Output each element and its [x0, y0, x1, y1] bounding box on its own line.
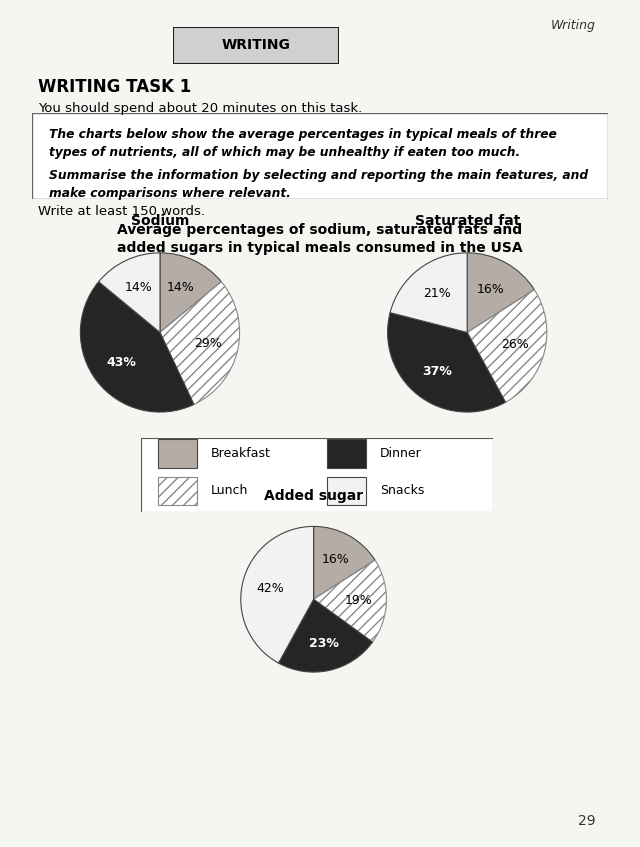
Text: Writing: Writing	[550, 19, 595, 32]
Wedge shape	[160, 282, 239, 405]
Text: 16%: 16%	[477, 283, 505, 296]
FancyBboxPatch shape	[141, 438, 493, 512]
Wedge shape	[390, 252, 467, 333]
Text: 16%: 16%	[321, 553, 349, 566]
Text: 37%: 37%	[422, 365, 452, 378]
Text: You should spend about 20 minutes on this task.: You should spend about 20 minutes on thi…	[38, 102, 363, 114]
Text: 19%: 19%	[345, 595, 372, 607]
FancyBboxPatch shape	[159, 440, 197, 468]
FancyBboxPatch shape	[328, 440, 366, 468]
Text: 29: 29	[577, 814, 595, 828]
Text: 23%: 23%	[308, 637, 339, 650]
Text: 21%: 21%	[423, 287, 451, 300]
Wedge shape	[388, 313, 506, 412]
FancyBboxPatch shape	[173, 27, 339, 64]
Wedge shape	[241, 526, 314, 663]
Text: 43%: 43%	[106, 357, 136, 369]
Text: 14%: 14%	[125, 281, 153, 294]
Title: Added sugar: Added sugar	[264, 489, 363, 503]
Wedge shape	[278, 600, 372, 672]
Text: WRITING: WRITING	[221, 38, 291, 53]
Wedge shape	[160, 252, 221, 333]
Text: Breakfast: Breakfast	[211, 447, 271, 460]
Title: Saturated fat: Saturated fat	[415, 213, 520, 228]
FancyBboxPatch shape	[32, 113, 608, 199]
Text: Dinner: Dinner	[380, 447, 422, 460]
Text: Write at least 150 words.: Write at least 150 words.	[38, 205, 205, 218]
Text: The charts below show the average percentages in typical meals of three
types of: The charts below show the average percen…	[49, 128, 557, 159]
Wedge shape	[467, 252, 534, 333]
Wedge shape	[467, 290, 547, 402]
Text: 29%: 29%	[195, 337, 222, 350]
Text: 42%: 42%	[256, 582, 284, 595]
Wedge shape	[81, 282, 194, 412]
Text: 14%: 14%	[167, 281, 195, 294]
FancyBboxPatch shape	[159, 477, 197, 505]
Wedge shape	[99, 252, 160, 333]
Text: Summarise the information by selecting and reporting the main features, and
make: Summarise the information by selecting a…	[49, 169, 588, 200]
Wedge shape	[314, 560, 387, 642]
FancyBboxPatch shape	[328, 477, 366, 505]
Text: WRITING TASK 1: WRITING TASK 1	[38, 78, 191, 96]
Wedge shape	[314, 526, 375, 600]
Text: Lunch: Lunch	[211, 484, 248, 497]
Title: Sodium: Sodium	[131, 213, 189, 228]
Text: 26%: 26%	[501, 338, 529, 352]
Text: Average percentages of sodium, saturated fats and
added sugars in typical meals : Average percentages of sodium, saturated…	[117, 223, 523, 255]
Text: Snacks: Snacks	[380, 484, 424, 497]
